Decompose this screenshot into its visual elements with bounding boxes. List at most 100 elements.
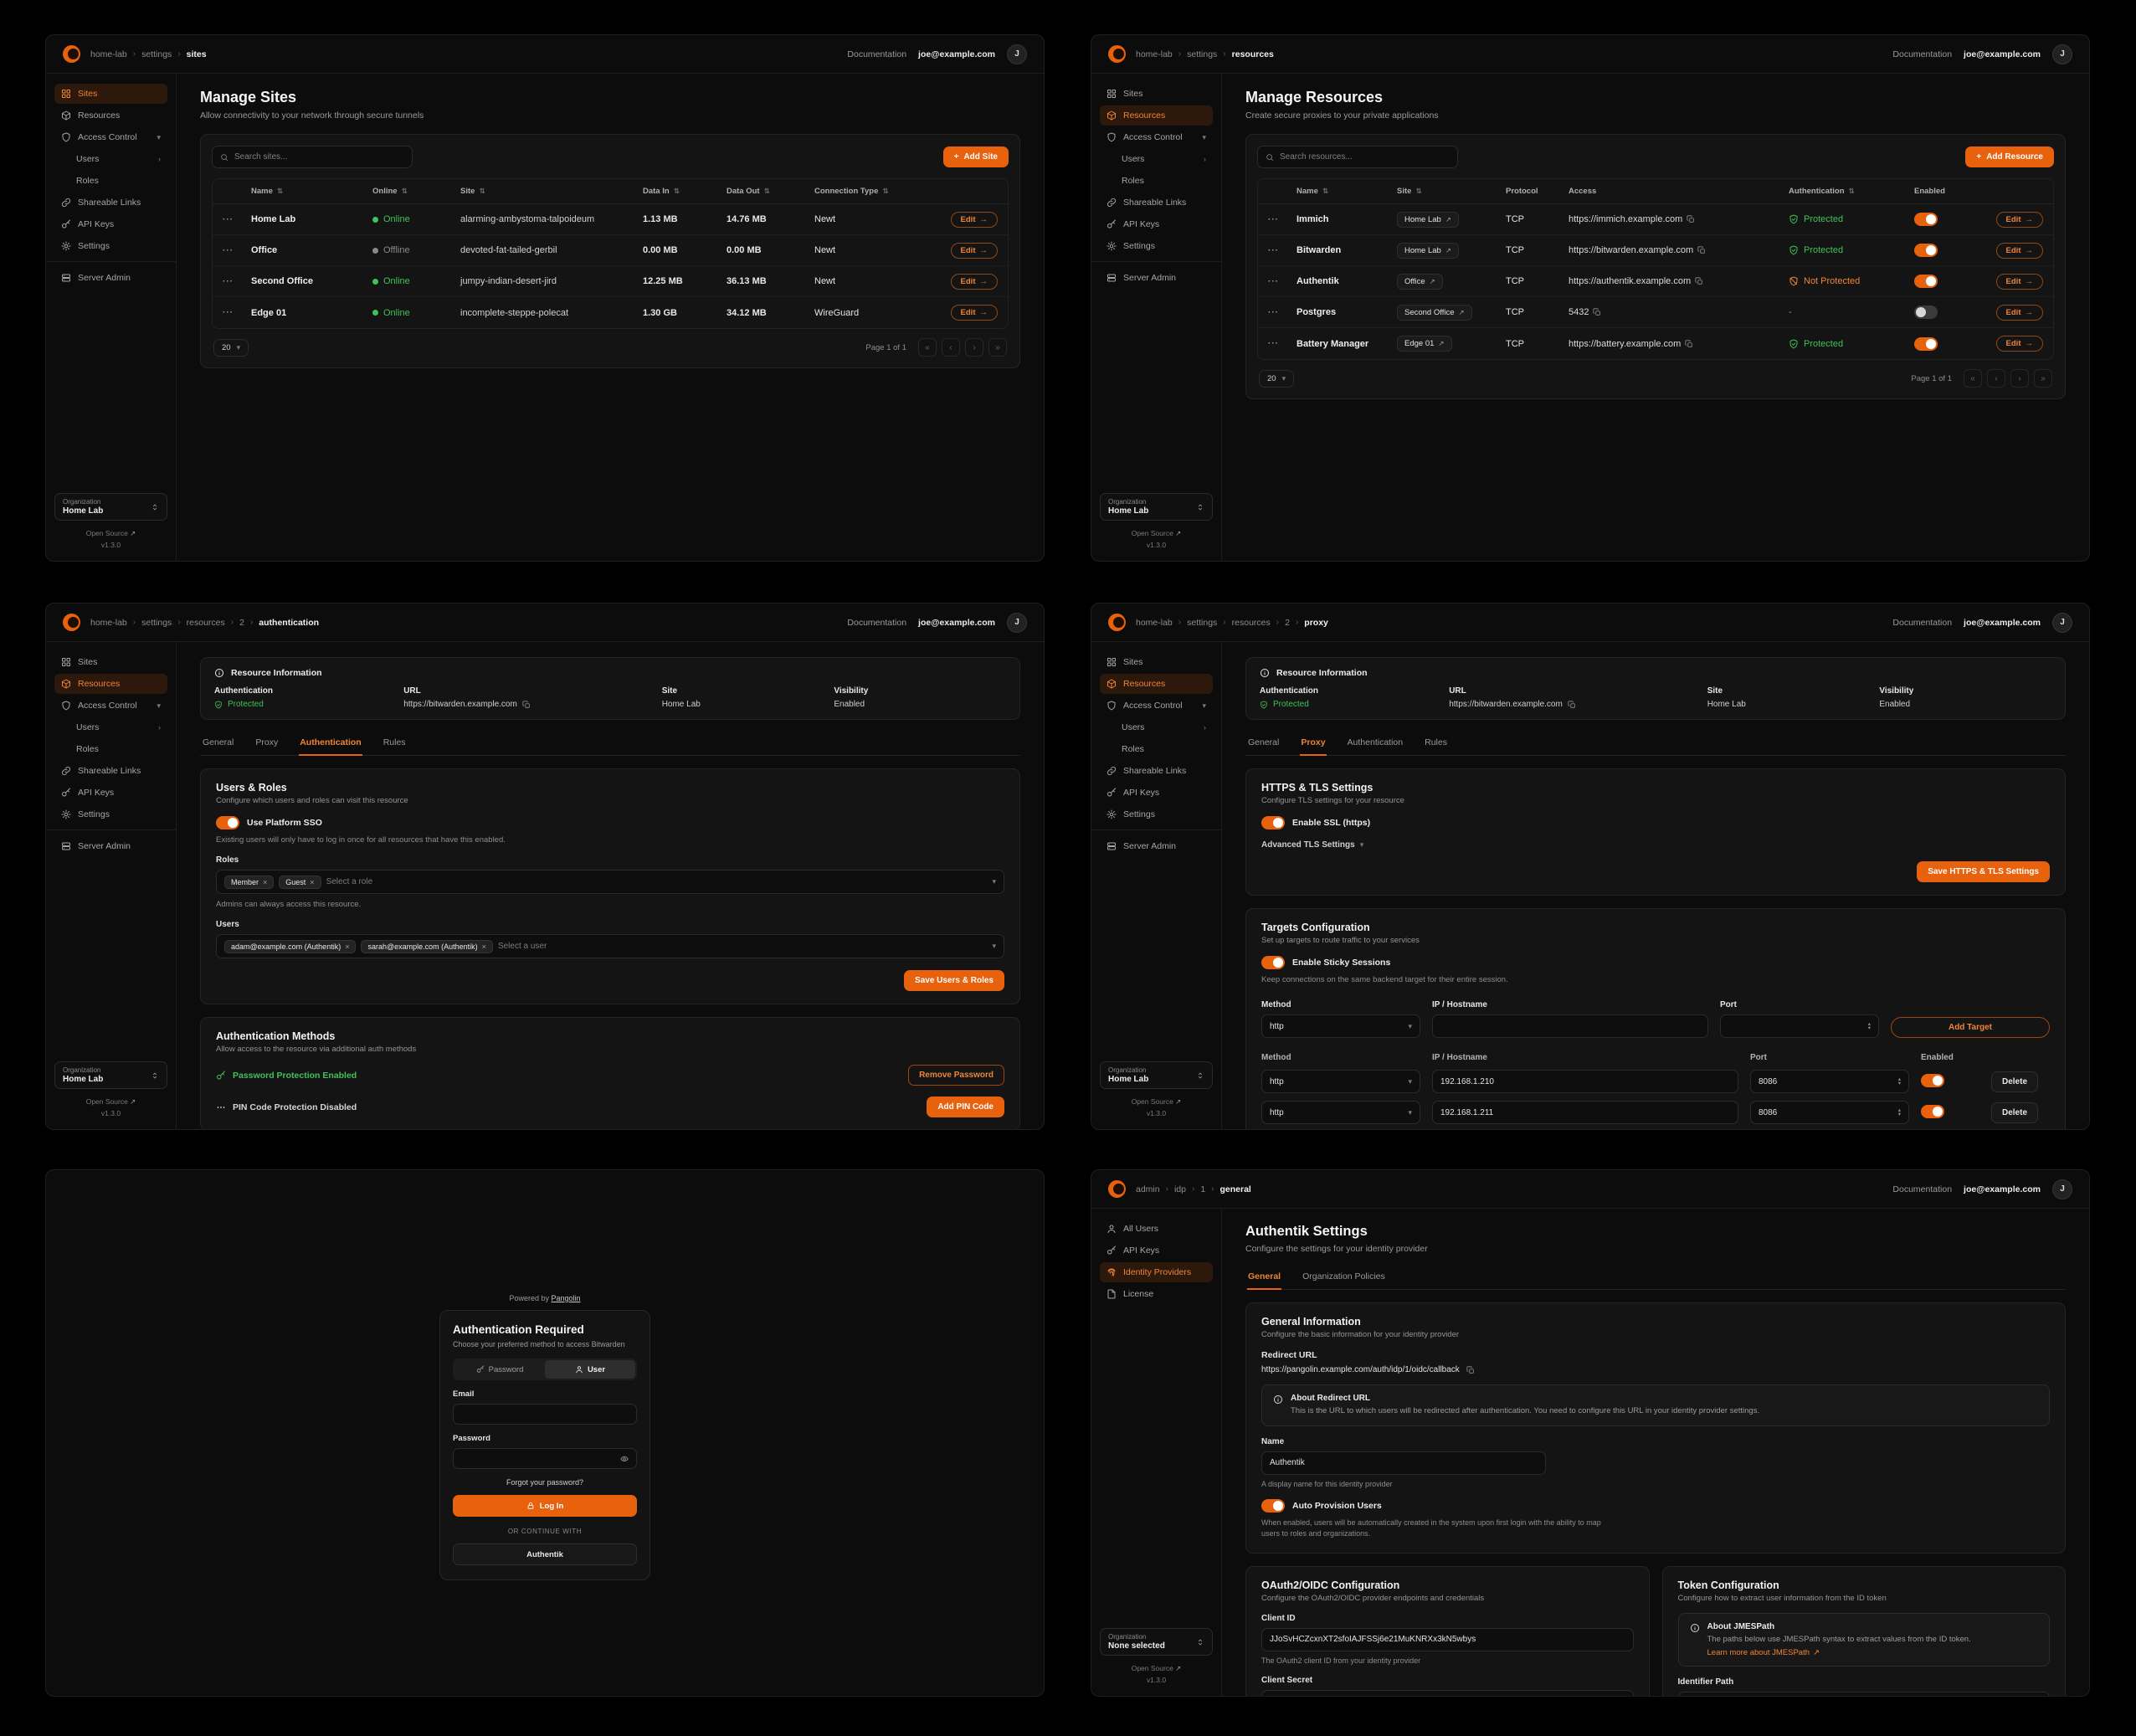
documentation-link[interactable]: Documentation	[847, 49, 907, 59]
email-field[interactable]	[453, 1404, 637, 1425]
sidebar-item[interactable]: Shareable Links	[1100, 193, 1213, 213]
method-select[interactable]: http ▾	[1261, 1014, 1420, 1038]
sticky-sessions-toggle[interactable]	[1261, 956, 1285, 969]
sidebar-item[interactable]: API Keys	[1100, 214, 1213, 234]
sidebar-item[interactable]: Users ›	[76, 154, 161, 164]
add-pin-button[interactable]: Add PIN Code	[927, 1097, 1004, 1117]
add-site-button[interactable]: + Add Site	[942, 146, 1009, 167]
breadcrumb-item[interactable]: sites	[186, 49, 207, 59]
sidebar-item[interactable]: Access Control ▾	[54, 696, 167, 716]
access-url[interactable]: 5432	[1569, 307, 1589, 317]
method-select[interactable]: http ▾	[1261, 1101, 1420, 1124]
access-url[interactable]: https://authentik.example.com	[1569, 276, 1692, 286]
ssl-toggle[interactable]	[1261, 816, 1285, 829]
sidebar-item[interactable]: Resources	[1100, 674, 1213, 694]
open-source-link[interactable]: Open Source ↗	[85, 529, 136, 537]
enabled-toggle[interactable]	[1914, 213, 1938, 226]
last-page-button[interactable]: »	[988, 338, 1007, 357]
edit-button[interactable]: Edit →	[1995, 211, 2043, 228]
site-link-button[interactable]: Home Lab ↗	[1397, 242, 1459, 259]
sidebar-item[interactable]: Resources	[54, 105, 167, 126]
sidebar-item[interactable]: Server Admin	[1091, 261, 1221, 288]
access-url[interactable]: https://immich.example.com	[1569, 214, 1683, 224]
sidebar-item[interactable]: Settings	[1100, 236, 1213, 256]
rows-per-page-select[interactable]: 20 ▾	[213, 338, 249, 357]
tab[interactable]: Proxy	[1300, 732, 1327, 756]
user-chip[interactable]: sarah@example.com (Authentik) ×	[361, 939, 493, 953]
open-source-link[interactable]: Open Source ↗	[1131, 1097, 1182, 1106]
rows-per-page-select[interactable]: 20 ▾	[1259, 369, 1295, 388]
edit-button[interactable]: Edit →	[1995, 242, 2043, 259]
sidebar-item[interactable]: Settings	[54, 804, 167, 824]
eye-icon[interactable]	[620, 1455, 629, 1463]
breadcrumb-item[interactable]: home-lab	[1136, 617, 1173, 628]
sidebar-item[interactable]: Access Control ▾	[54, 127, 167, 147]
breadcrumb-item[interactable]: admin	[1136, 1184, 1160, 1194]
port-stepper[interactable]: 8086 ▴ ▾	[1750, 1101, 1909, 1124]
authentik-sso-button[interactable]: Authentik	[453, 1543, 637, 1565]
ip-hostname-input[interactable]: 192.168.1.210	[1432, 1070, 1738, 1093]
row-menu-button[interactable]: ···	[1268, 339, 1279, 348]
copy-icon[interactable]	[1687, 215, 1695, 223]
remove-password-button[interactable]: Remove Password	[908, 1065, 1004, 1086]
target-enabled-toggle[interactable]	[1921, 1104, 1944, 1118]
sidebar-item[interactable]: Shareable Links	[54, 193, 167, 213]
delete-target-button[interactable]: Delete	[1991, 1102, 2039, 1123]
organization-selector[interactable]: Organization Home Lab	[1100, 1061, 1213, 1089]
column-data-out[interactable]: Data Out ⇅	[727, 187, 770, 196]
breadcrumb-item[interactable]: settings	[141, 49, 172, 59]
edit-button[interactable]: Edit →	[950, 211, 998, 228]
sidebar-item[interactable]: Users ›	[1122, 154, 1206, 164]
breadcrumb-item[interactable]: resources	[1231, 617, 1271, 628]
ip-hostname-input[interactable]: 192.168.1.211	[1432, 1101, 1738, 1124]
user-email[interactable]: joe@example.com	[1964, 1184, 2041, 1194]
column-authentication[interactable]: Authentication ⇅	[1789, 187, 1855, 196]
column-name[interactable]: Name ⇅	[1296, 187, 1328, 196]
avatar[interactable]: J	[2052, 44, 2072, 64]
breadcrumb-item[interactable]: settings	[1187, 49, 1218, 59]
add-target-button[interactable]: Add Target	[1891, 1017, 2050, 1038]
role-chip[interactable]: Member ×	[224, 875, 275, 889]
open-source-link[interactable]: Open Source ↗	[1131, 1664, 1182, 1672]
sidebar-item[interactable]: Settings	[54, 236, 167, 256]
method-select[interactable]: http ▾	[1261, 1070, 1420, 1093]
copy-icon[interactable]	[1568, 701, 1576, 709]
row-menu-button[interactable]: ···	[1268, 245, 1279, 255]
enabled-toggle[interactable]	[1914, 244, 1938, 257]
column-site[interactable]: Site ⇅	[460, 187, 485, 196]
row-menu-button[interactable]: ···	[223, 245, 234, 255]
sidebar-item[interactable]: Sites	[1100, 84, 1213, 104]
breadcrumb-item[interactable]: idp	[1173, 1184, 1186, 1194]
pangolin-link[interactable]: Pangolin	[551, 1294, 581, 1302]
user-email[interactable]: joe@example.com	[1964, 617, 2041, 628]
add-resource-button[interactable]: + Add Resource	[1965, 146, 2054, 167]
roles-multiselect[interactable]: Member × Guest × Select a role ▾	[216, 870, 1004, 894]
prev-page-button[interactable]: ‹	[1987, 369, 2005, 388]
column-site[interactable]: Site ⇅	[1397, 187, 1422, 196]
access-url[interactable]: https://bitwarden.example.com	[1569, 245, 1694, 255]
search-input[interactable]: Search resources...	[1257, 146, 1458, 168]
avatar[interactable]: J	[1007, 612, 1027, 633]
advanced-tls-expander[interactable]: Advanced TLS Settings ▾	[1261, 840, 1364, 850]
user-chip[interactable]: adam@example.com (Authentik) ×	[224, 939, 357, 953]
port-stepper[interactable]: ▴ ▾	[1720, 1014, 1879, 1038]
edit-button[interactable]: Edit →	[950, 242, 998, 259]
copy-icon[interactable]	[1695, 277, 1703, 285]
redirect-url[interactable]: https://pangolin.example.com/auth/idp/1/…	[1261, 1365, 1460, 1374]
login-button[interactable]: Log In	[453, 1495, 637, 1517]
documentation-link[interactable]: Documentation	[1892, 49, 1953, 59]
sidebar-item[interactable]: API Keys	[1100, 783, 1213, 803]
access-url[interactable]: https://battery.example.com	[1569, 338, 1682, 349]
resource-url[interactable]: https://bitwarden.example.com	[1449, 700, 1563, 709]
breadcrumb-item[interactable]: resources	[186, 617, 225, 628]
breadcrumb-item[interactable]: settings	[1187, 617, 1218, 628]
sidebar-item[interactable]: Access Control ▾	[1100, 127, 1213, 147]
column-data-in[interactable]: Data In ⇅	[643, 187, 680, 196]
edit-button[interactable]: Edit →	[1995, 336, 2043, 352]
breadcrumb-item[interactable]: 2	[1285, 617, 1290, 628]
platform-sso-toggle[interactable]	[216, 816, 239, 829]
column-name[interactable]: Name ⇅	[251, 187, 283, 196]
first-page-button[interactable]: «	[918, 338, 937, 357]
client-id-input[interactable]: JJoSvHCZcxnXT2sfoIAJFSSj6e21MuKNRXx3kN5w…	[1261, 1627, 1634, 1651]
sidebar-item[interactable]: Roles	[1122, 744, 1144, 754]
